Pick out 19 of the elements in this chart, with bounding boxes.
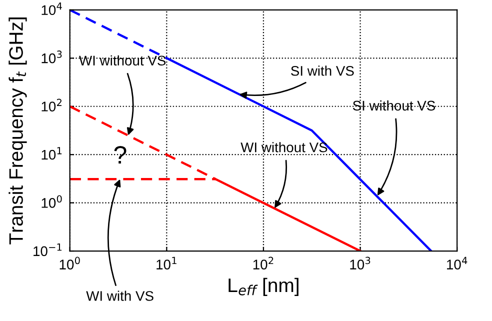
y-tick-label: 10$^{4}$ [42, 2, 62, 16]
x-tick-label: 10$^{4}$ [447, 256, 468, 270]
annotation: SI with VS [291, 66, 354, 76]
y-axis-title: Transit Frequency f$_{t}$ [GHz] [8, 18, 27, 244]
annotation: WI without VS [240, 142, 328, 152]
x-axis-title: L$_{eff}$ [nm] [228, 278, 298, 296]
y-tick-label: 10$^{−1}$ [34, 244, 62, 256]
annotation: SI without VS [352, 100, 436, 111]
y-tick-label: 10$^{1}$ [42, 147, 62, 160]
y-tick-label: 10$^{2}$ [42, 98, 62, 112]
x-tick-label: 10$^{1}$ [156, 256, 176, 270]
annotation: WI with VS [86, 290, 154, 301]
x-tick-label: 10$^{2}$ [253, 256, 274, 270]
annotation: ? [114, 146, 126, 164]
annotation: WI without VS [79, 55, 166, 66]
y-tick-label: 10$^{0}$ [42, 195, 62, 208]
x-tick-label: 10$^{3}$ [350, 256, 370, 270]
y-tick-label: 10$^{3}$ [42, 50, 62, 64]
x-tick-label: 10$^{0}$ [60, 256, 80, 270]
